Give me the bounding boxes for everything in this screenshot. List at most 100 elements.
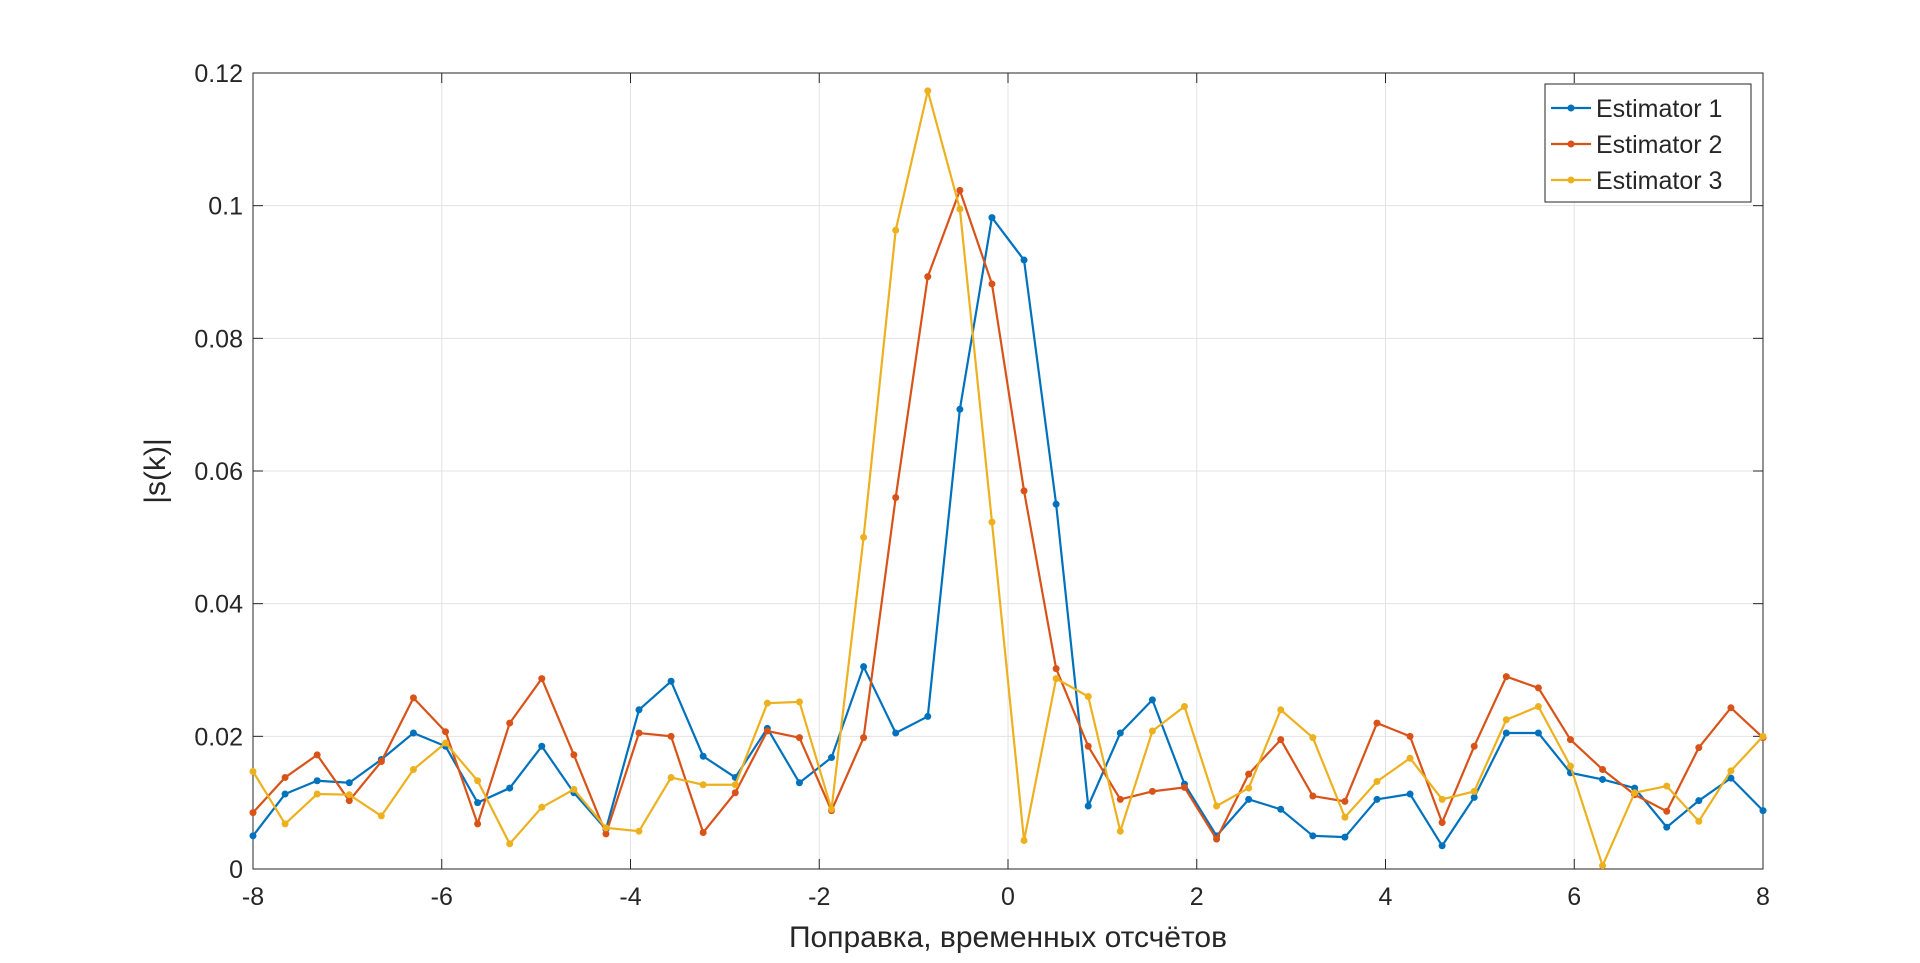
data-point xyxy=(1695,797,1703,805)
data-point xyxy=(1084,693,1092,701)
data-point xyxy=(956,186,964,194)
data-point xyxy=(1148,727,1156,735)
data-point xyxy=(377,758,385,766)
data-point xyxy=(1052,675,1060,683)
data-point xyxy=(924,87,932,95)
data-point xyxy=(1180,783,1188,791)
data-point xyxy=(1406,732,1414,740)
data-point xyxy=(699,781,707,789)
x-tick-label: 8 xyxy=(1756,883,1770,911)
data-point xyxy=(699,829,707,837)
data-point xyxy=(1373,795,1381,803)
legend-label: Estimator 3 xyxy=(1596,167,1722,195)
y-tick-label: 0.02 xyxy=(194,723,243,751)
data-point xyxy=(1309,832,1317,840)
data-point xyxy=(1245,795,1253,803)
data-point xyxy=(313,777,321,785)
data-point xyxy=(1180,702,1188,710)
data-point xyxy=(731,781,739,789)
data-point xyxy=(924,273,932,281)
data-point xyxy=(281,820,289,828)
data-point xyxy=(1502,673,1510,681)
data-point xyxy=(956,405,964,413)
data-point xyxy=(1341,813,1349,821)
data-point xyxy=(538,675,546,683)
data-point xyxy=(1277,706,1285,714)
legend-label: Estimator 1 xyxy=(1596,95,1722,123)
data-point xyxy=(474,799,482,807)
x-tick-label: 0 xyxy=(1001,883,1015,911)
data-point xyxy=(1502,729,1510,737)
data-point xyxy=(1566,762,1574,770)
data-point xyxy=(313,790,321,798)
data-point xyxy=(1534,702,1542,710)
data-point xyxy=(1148,696,1156,704)
series-line xyxy=(252,214,1764,848)
data-point xyxy=(474,820,482,828)
data-point xyxy=(313,751,321,759)
data-point xyxy=(635,706,643,714)
data-point xyxy=(1663,807,1671,815)
data-point xyxy=(1727,774,1735,782)
data-point xyxy=(860,663,868,671)
data-point xyxy=(1727,704,1735,712)
data-point xyxy=(442,739,450,747)
x-tick-label: 4 xyxy=(1379,883,1393,911)
data-point xyxy=(570,751,578,759)
data-point xyxy=(667,773,675,781)
data-point xyxy=(1631,789,1639,797)
y-axis-label: |s(k)| xyxy=(139,438,172,504)
y-tick-label: 0.1 xyxy=(208,193,243,221)
data-point xyxy=(892,226,900,234)
data-point xyxy=(281,790,289,798)
data-point xyxy=(795,779,803,787)
data-point xyxy=(1373,777,1381,785)
data-point xyxy=(1341,833,1349,841)
legend: Estimator 1 Estimator 2 Estimator 3 xyxy=(1544,83,1752,203)
data-point xyxy=(635,729,643,737)
data-point xyxy=(892,729,900,737)
data-point xyxy=(1116,827,1124,835)
legend-label: Estimator 2 xyxy=(1596,131,1722,159)
data-point xyxy=(860,533,868,541)
data-point xyxy=(1438,842,1446,850)
data-point xyxy=(506,840,514,848)
data-point xyxy=(1020,487,1028,495)
plot-frame xyxy=(252,72,1764,870)
data-point xyxy=(988,214,996,222)
data-point xyxy=(1148,787,1156,795)
data-point xyxy=(1470,787,1478,795)
x-tick-label: 6 xyxy=(1567,883,1581,911)
data-point xyxy=(1534,684,1542,692)
data-point xyxy=(538,803,546,811)
data-point xyxy=(249,832,257,840)
data-point xyxy=(1052,500,1060,508)
data-point xyxy=(828,754,836,762)
data-point xyxy=(763,699,771,707)
data-point xyxy=(538,742,546,750)
data-point xyxy=(988,280,996,288)
data-point xyxy=(635,827,643,835)
data-point xyxy=(409,694,417,702)
data-point xyxy=(249,809,257,817)
data-point xyxy=(1116,795,1124,803)
data-point xyxy=(602,824,610,832)
data-point xyxy=(1727,767,1735,775)
data-point xyxy=(1534,729,1542,737)
data-point xyxy=(1373,719,1381,727)
x-tick-label: 2 xyxy=(1190,883,1204,911)
data-point xyxy=(1759,732,1767,740)
legend-marker xyxy=(1567,140,1575,148)
data-point xyxy=(1695,744,1703,752)
data-point xyxy=(860,734,868,742)
data-point xyxy=(1020,256,1028,264)
data-point xyxy=(249,767,257,775)
y-tick-label: 0.08 xyxy=(194,325,243,353)
data-point xyxy=(1341,797,1349,805)
data-point xyxy=(1759,807,1767,815)
data-point xyxy=(1695,817,1703,825)
data-point xyxy=(1438,795,1446,803)
data-point xyxy=(345,779,353,787)
data-point xyxy=(1052,665,1060,673)
